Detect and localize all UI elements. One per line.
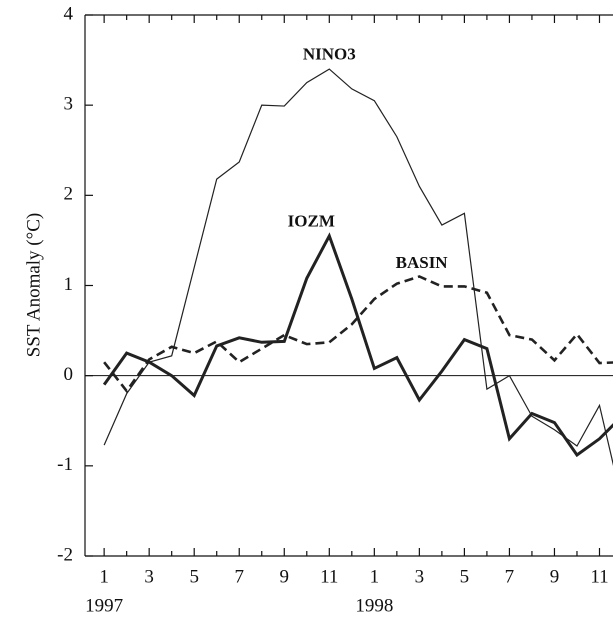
- y-tick-label: 1: [64, 274, 74, 295]
- y-tick-label: 4: [64, 3, 74, 24]
- annotation: NINO3: [303, 44, 356, 63]
- y-tick-label: -2: [57, 544, 73, 565]
- series-line: [103, 68, 613, 466]
- x-tick-label: 11: [320, 566, 338, 587]
- x-tick-label: 5: [460, 566, 470, 587]
- series-line: [102, 232, 613, 458]
- y-tick-label: 2: [64, 184, 74, 205]
- x-tick-label: 7: [234, 566, 244, 587]
- series-line: [103, 275, 613, 394]
- y-axis-label: SST Anomaly (°C): [23, 213, 44, 358]
- x-tick-label: 7: [505, 566, 515, 587]
- x-tick-label: 3: [144, 566, 154, 587]
- year-label: 1997: [85, 595, 123, 616]
- x-tick-label: 3: [415, 566, 425, 587]
- x-tick-label: 9: [550, 566, 560, 587]
- annotation: BASIN: [396, 253, 449, 272]
- y-tick-label: 0: [64, 364, 74, 385]
- year-label: 1998: [355, 595, 393, 616]
- x-tick-label: 11: [590, 566, 608, 587]
- y-tick-label: -1: [57, 454, 73, 475]
- x-tick-label: 1: [99, 566, 109, 587]
- x-tick-label: 5: [189, 566, 199, 587]
- y-tick-label: 3: [64, 94, 74, 115]
- x-tick-label: 9: [280, 566, 290, 587]
- annotation: IOZM: [288, 211, 335, 230]
- x-tick-label: 1: [370, 566, 380, 587]
